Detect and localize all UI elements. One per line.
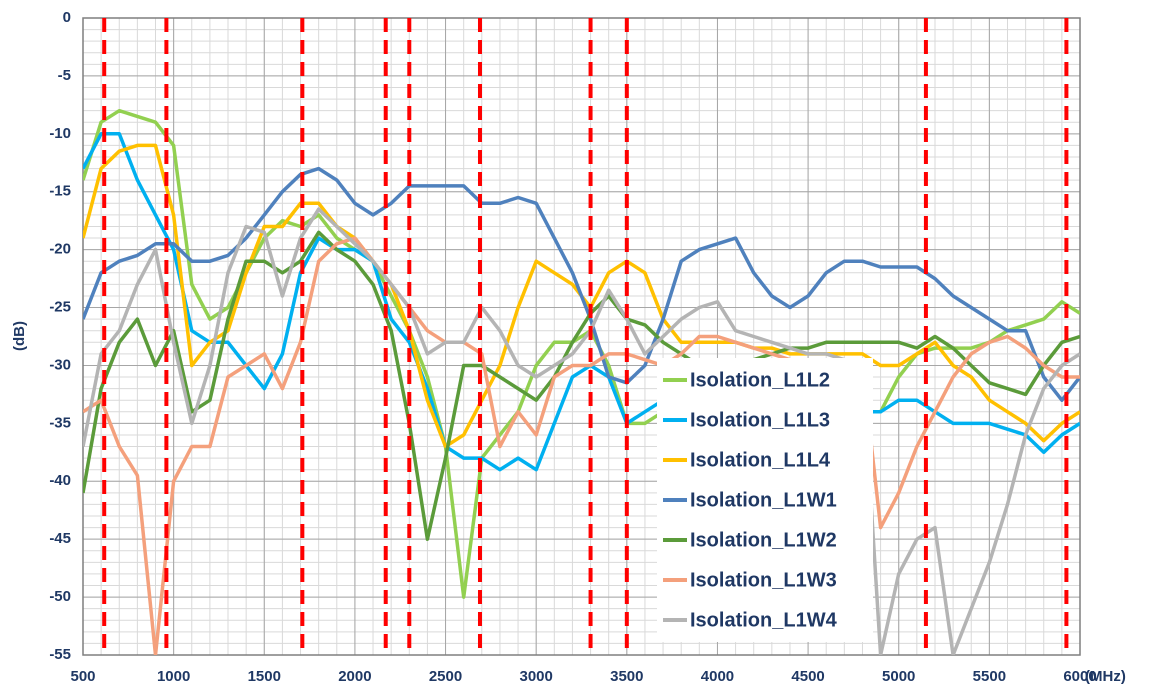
y-axis-label: (dB) xyxy=(11,321,28,351)
series-line xyxy=(83,132,1080,472)
x-tick-label: 6000 xyxy=(1063,668,1096,685)
legend-label: Isolation_L1W3 xyxy=(690,569,837,591)
y-tick-label: -10 xyxy=(49,125,71,142)
x-tick-label: 2000 xyxy=(338,668,371,685)
y-tick-label: -5 xyxy=(58,67,71,84)
legend-label: Isolation_L1W1 xyxy=(690,489,837,511)
x-tick-label: 5000 xyxy=(882,668,915,685)
series-line xyxy=(83,230,1080,541)
x-tick-label: 4000 xyxy=(701,668,734,685)
legend-label: Isolation_L1L4 xyxy=(690,449,831,471)
series-line xyxy=(83,236,1080,655)
legend-box xyxy=(657,358,873,642)
band-markers xyxy=(102,18,1069,655)
y-tick-label: -20 xyxy=(49,241,71,258)
x-tick-label: 4500 xyxy=(791,668,824,685)
legend-label: Isolation_L1L2 xyxy=(690,369,830,391)
x-tick-label: 3000 xyxy=(519,668,552,685)
x-axis-label: (MHz) xyxy=(1085,668,1126,685)
x-tick-label: 500 xyxy=(70,668,95,685)
x-tick-label: 1500 xyxy=(248,668,281,685)
series-line xyxy=(83,166,1080,402)
y-tick-label: -55 xyxy=(49,646,71,663)
series-line xyxy=(83,207,1080,655)
axis-labels: (MHz) (dB) xyxy=(11,321,1126,685)
y-tick-label: -50 xyxy=(49,588,71,605)
legend-label: Isolation_L1W4 xyxy=(690,609,838,631)
y-tick-label: -45 xyxy=(49,530,71,547)
x-tick-label: 5500 xyxy=(973,668,1006,685)
y-tick-label: -40 xyxy=(49,472,71,489)
x-tick-label: 1000 xyxy=(157,668,190,685)
legend: Isolation_L1L2 Isolation_L1L3 Isolation_L1… xyxy=(657,358,873,642)
y-tick-label: -35 xyxy=(49,414,71,431)
lines xyxy=(83,108,1080,655)
legend-label: Isolation_L1W2 xyxy=(690,529,837,551)
y-tick-label: -15 xyxy=(49,183,71,200)
x-tick-label: 2500 xyxy=(429,668,462,685)
y-tick-label: -25 xyxy=(49,299,71,316)
y-tick-label: 0 xyxy=(63,9,71,26)
legend-label: Isolation_L1L3 xyxy=(690,409,830,431)
x-tick-label: 3500 xyxy=(610,668,643,685)
y-tick-label: -30 xyxy=(49,356,71,373)
